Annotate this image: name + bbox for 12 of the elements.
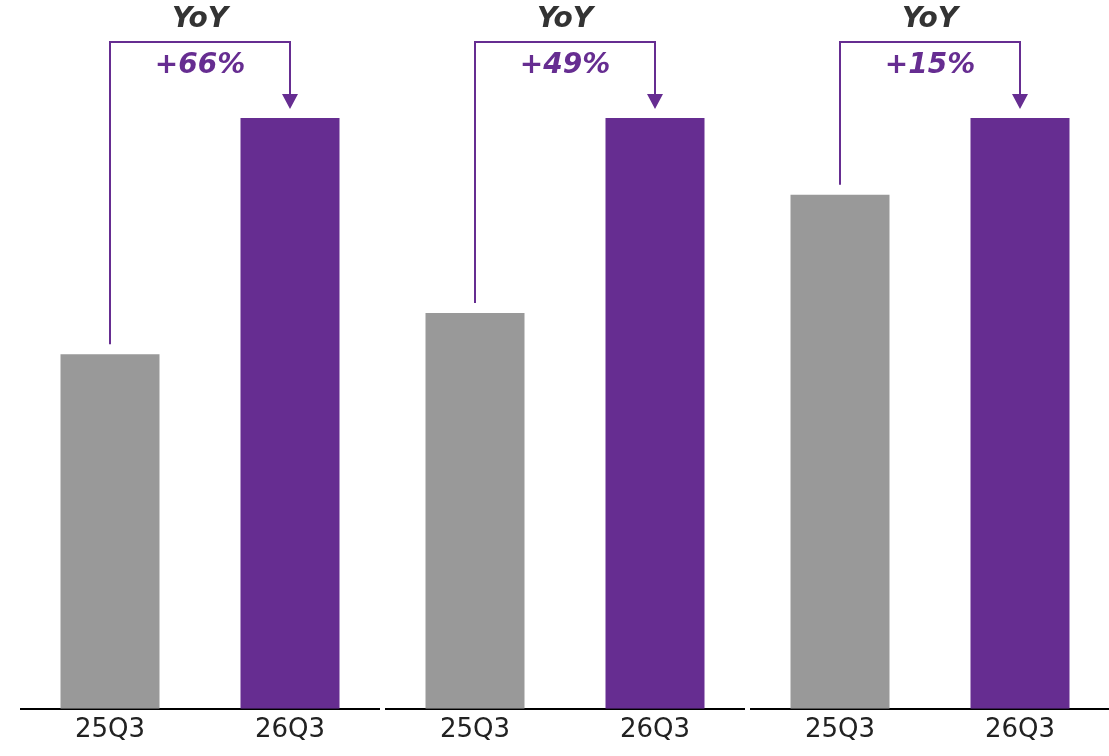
- x-tick-label: 25Q3: [804, 713, 876, 744]
- text: YoY: [171, 1, 231, 35]
- text: +66%: [154, 47, 246, 81]
- text: YoY: [536, 1, 596, 35]
- x-tick-label: 25Q3: [74, 713, 146, 744]
- x-tick-label: 25Q3: [439, 713, 511, 744]
- x-tick-label: 26Q3: [619, 713, 691, 744]
- x-tick-label: 26Q3: [984, 713, 1056, 744]
- x-tick-label: 26Q3: [254, 713, 326, 744]
- text: YoY: [901, 1, 961, 35]
- text: +15%: [884, 47, 976, 81]
- text: +49%: [519, 47, 611, 81]
